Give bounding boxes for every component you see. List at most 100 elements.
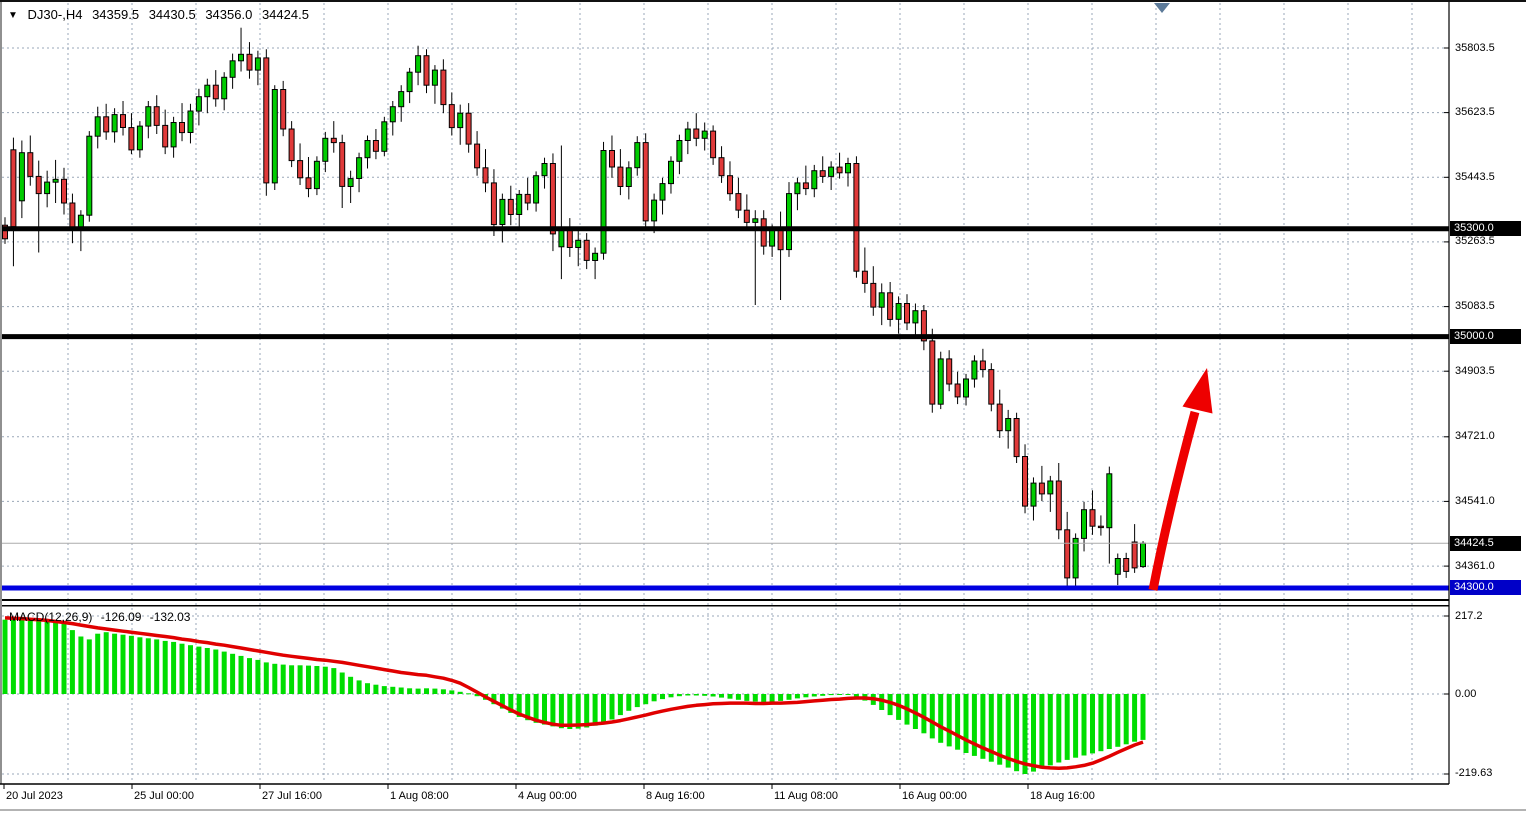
- candle-body-bull: [811, 170, 818, 190]
- macd-histogram-bar: [643, 694, 649, 705]
- pane-separator[interactable]: [0, 599, 1449, 601]
- candle-body-bull: [575, 239, 582, 249]
- candle-body-bear: [69, 202, 76, 229]
- candle-body-bear: [710, 130, 717, 159]
- candle-body-bull: [52, 178, 59, 183]
- macd-histogram-bar: [601, 694, 606, 724]
- candle-body-bull: [187, 110, 194, 133]
- macd-tick-label: 0.00: [1455, 687, 1477, 700]
- macd-histogram-bar: [398, 687, 404, 694]
- macd-histogram-bar: [69, 630, 75, 694]
- candle-body-bear: [263, 57, 270, 184]
- time-tick-label: 18 Aug 16:00: [1030, 790, 1095, 802]
- candle-body-bear: [120, 114, 126, 128]
- price-tick-label: 34903.5: [1455, 364, 1495, 377]
- macd-histogram-bar: [803, 694, 809, 698]
- macd-tick-label: 217.2: [1455, 609, 1483, 622]
- macd-histogram-bar: [584, 694, 590, 728]
- candle-body-bear: [743, 209, 750, 223]
- candle-body-bull: [1106, 473, 1113, 529]
- price-tick-label: 34541.0: [1455, 494, 1495, 507]
- macd-histogram-bar: [567, 694, 573, 729]
- pane-separator2: [0, 605, 1449, 607]
- scroll-to-end-icon[interactable]: [1154, 3, 1170, 13]
- candle-body-bear: [305, 177, 312, 190]
- candle-body-bear: [853, 163, 860, 272]
- candle-body-bear: [727, 175, 733, 195]
- macd-histogram-bar: [499, 694, 505, 709]
- macd-histogram-bar: [626, 694, 632, 711]
- candle-body-bull: [701, 130, 708, 139]
- title-low: 34356.0: [205, 7, 253, 22]
- macd-histogram-bar: [36, 620, 42, 694]
- candle-body-bull: [229, 60, 236, 78]
- candle-body-bull: [971, 360, 978, 380]
- macd-histogram-bar: [1098, 694, 1104, 752]
- macd-histogram-bar: [533, 694, 539, 723]
- macd-histogram-bar: [719, 694, 724, 698]
- candle-body-bear: [583, 239, 590, 261]
- macd-histogram-bar: [230, 653, 236, 694]
- candle-body-bull: [499, 198, 506, 225]
- candle-body-bear: [1055, 480, 1062, 531]
- macd-histogram-bar: [432, 688, 438, 694]
- macd-histogram-bar: [103, 632, 109, 694]
- candle-body-bull: [1081, 509, 1087, 539]
- candle-body-bear: [819, 170, 826, 177]
- candle-body-bull: [752, 218, 759, 223]
- candle-body-bull: [1140, 542, 1146, 568]
- macd-histogram-bar: [162, 640, 168, 694]
- macd-histogram-bar: [676, 694, 682, 697]
- macd-histogram-bar: [735, 694, 741, 700]
- macd-histogram-bar: [112, 633, 118, 694]
- macd-histogram-bar: [1039, 694, 1045, 769]
- macd-histogram-bar: [1022, 694, 1028, 774]
- macd-histogram-bar: [78, 636, 84, 694]
- candle-body-bear: [524, 193, 531, 204]
- macd-histogram-bar: [609, 694, 615, 720]
- candle-body-bull: [878, 292, 885, 308]
- macd-histogram-bar: [938, 694, 944, 743]
- macd-histogram-bar: [617, 694, 623, 716]
- candle-body-bull: [94, 116, 101, 137]
- candle-body-bear: [996, 403, 1003, 432]
- candle-body-bear: [280, 89, 287, 130]
- candle-body-bull: [592, 252, 599, 262]
- macd-histogram-bar: [196, 646, 202, 694]
- candle-body-bull: [18, 152, 25, 202]
- macd-histogram-bar: [314, 666, 320, 694]
- candle-body-bull: [828, 166, 835, 177]
- macd-histogram-bar: [1132, 694, 1138, 742]
- candle-body-bull: [1005, 418, 1012, 432]
- macd-histogram-bar: [255, 659, 261, 694]
- candle-body-bull: [769, 229, 776, 247]
- macd-histogram-bar: [1073, 694, 1079, 758]
- trend-arrow-shaft[interactable]: [1148, 410, 1200, 591]
- candle-body-bull: [1047, 480, 1054, 495]
- price-tick-label: 34361.0: [1455, 559, 1495, 572]
- price-tick-label: 35083.5: [1455, 300, 1495, 313]
- candle-body-bull: [625, 167, 632, 188]
- macd-histogram-bar: [424, 688, 429, 694]
- candle-body-bear: [490, 182, 497, 226]
- candle-body-bull: [541, 163, 548, 177]
- trend-arrow-head[interactable]: [1182, 368, 1213, 414]
- macd-histogram-bar: [154, 639, 160, 694]
- macd-histogram-bar: [213, 649, 219, 694]
- macd-histogram-bar: [137, 637, 143, 694]
- candle-body-bull: [659, 183, 666, 201]
- macd-histogram-bar: [415, 688, 421, 694]
- candle-body-bear: [979, 360, 986, 371]
- macd-histogram-bar: [204, 648, 210, 694]
- candle-body-bear: [1064, 529, 1071, 579]
- macd-histogram-bar: [946, 694, 952, 747]
- macd-histogram-bar: [508, 694, 514, 713]
- candle-body-bull: [86, 135, 93, 216]
- macd-histogram-bar: [525, 694, 531, 721]
- macd-histogram-bar: [322, 666, 328, 694]
- macd-histogram-bar: [778, 694, 784, 701]
- macd-main-value: -126.09: [100, 610, 142, 624]
- macd-histogram-bar: [702, 694, 708, 696]
- candle-body-bull: [786, 193, 792, 251]
